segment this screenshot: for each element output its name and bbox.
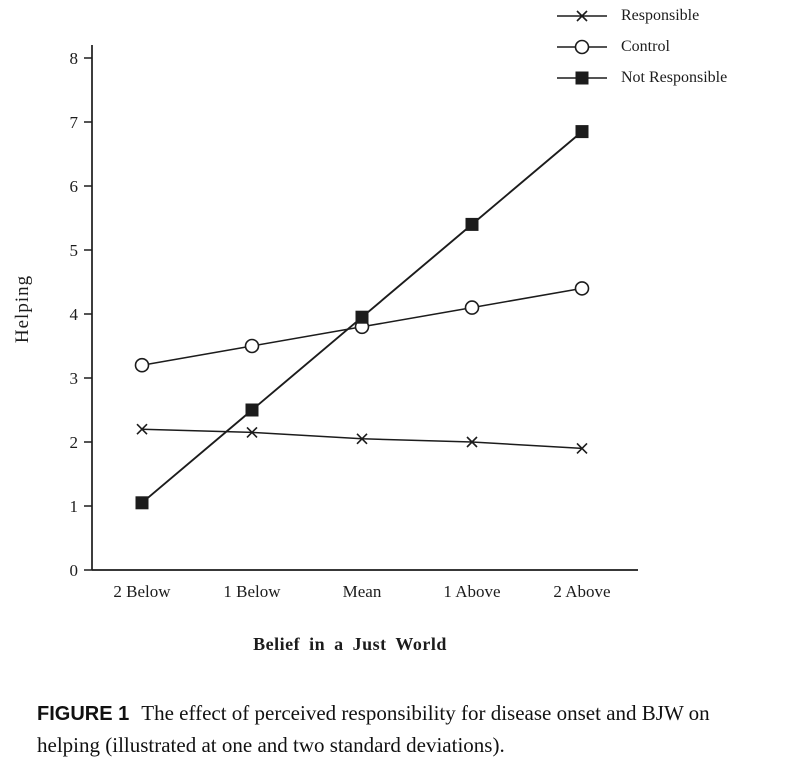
legend-item-not-responsible: Not Responsible xyxy=(556,62,727,93)
figure-caption-label: FIGURE 1 xyxy=(37,703,130,725)
legend-label: Control xyxy=(621,37,670,55)
x-tick-label: 1 Above xyxy=(443,582,500,601)
x-tick-label: Mean xyxy=(343,582,382,601)
legend-marker-square-icon xyxy=(557,71,607,84)
x-tick-label: 2 Above xyxy=(553,582,610,601)
marker-circle-icon xyxy=(574,281,590,296)
marker-x-icon xyxy=(576,442,588,454)
y-tick-label: 6 xyxy=(70,177,79,196)
legend-item-responsible: Responsible xyxy=(556,0,727,31)
x-tick-label: 2 Below xyxy=(113,582,171,601)
y-tick-label: 5 xyxy=(70,241,79,260)
marker-circle-icon xyxy=(134,357,150,373)
marker-square-icon xyxy=(135,496,149,510)
marker-x-icon xyxy=(246,426,258,438)
line-chart: 0 1 2 3 4 5 6 7 8 2 Below 1 Below Mean 1 Above 2 Abov… xyxy=(70,45,638,601)
x-tick-label: 1 Below xyxy=(223,582,281,601)
marker-square-icon xyxy=(355,310,369,324)
y-tick-label: 0 xyxy=(70,561,79,580)
legend-label: Not Responsible xyxy=(621,68,728,86)
y-tick-label: 2 xyxy=(70,433,79,452)
marker-circle-icon xyxy=(244,338,260,354)
marker-square-icon xyxy=(465,217,479,231)
y-tick-label: 3 xyxy=(70,369,79,388)
chart-legend: Responsible Control Not Responsible xyxy=(556,0,727,93)
y-tick-label: 7 xyxy=(70,113,79,132)
marker-x-icon xyxy=(356,433,368,445)
legend-marker-x-icon xyxy=(557,9,607,22)
marker-x-icon xyxy=(466,436,478,448)
x-axis-title: Belief in a Just World xyxy=(253,634,447,654)
legend-item-control: Control xyxy=(556,31,727,62)
marker-circle-icon xyxy=(464,300,480,315)
legend-label: Responsible xyxy=(621,6,700,24)
marker-square-icon xyxy=(245,403,259,417)
y-tick-label: 8 xyxy=(70,49,79,68)
marker-square-icon xyxy=(575,125,589,139)
figure-caption: FIGURE 1 The effect of perceived responsi… xyxy=(37,698,771,761)
marker-x-icon xyxy=(136,423,148,435)
y-tick-label: 4 xyxy=(70,305,79,324)
y-tick-label: 1 xyxy=(70,497,79,516)
legend-marker-circle-icon xyxy=(557,39,607,54)
figure-caption-text: The effect of perceived responsibility f… xyxy=(37,701,710,757)
plot-area: 0 1 2 3 4 5 6 7 8 2 Below 1 Below Mean 1 Above 2 Abov… xyxy=(30,18,675,623)
